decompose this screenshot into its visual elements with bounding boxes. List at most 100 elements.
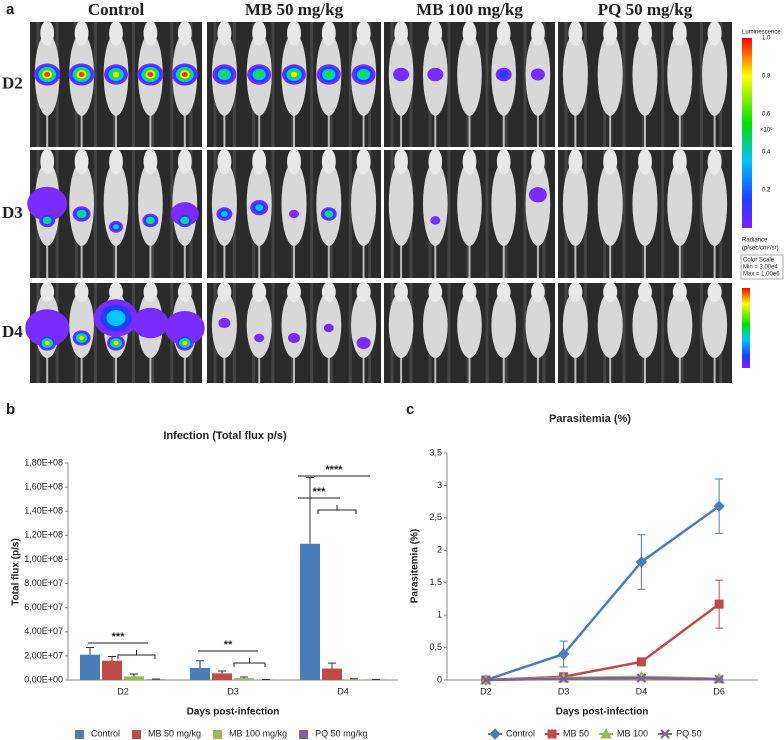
mouse-head bbox=[672, 148, 687, 175]
signal bbox=[132, 307, 169, 339]
mouse-head bbox=[74, 148, 89, 175]
mouse-head bbox=[672, 282, 687, 302]
signal bbox=[113, 224, 119, 230]
signal bbox=[112, 71, 120, 78]
mouse-head bbox=[428, 282, 443, 302]
mouse-body bbox=[388, 161, 414, 246]
y-tick-label: 1,80E+08 bbox=[24, 457, 63, 467]
signal bbox=[78, 71, 85, 78]
mouse-body bbox=[632, 292, 658, 358]
mouse-body bbox=[246, 292, 272, 358]
y-tick-label: 1 bbox=[437, 610, 442, 620]
error-bar bbox=[328, 662, 336, 669]
column-header: PQ 50 mg/kg bbox=[598, 0, 693, 19]
image-panel bbox=[207, 282, 381, 383]
image-panel bbox=[384, 20, 555, 147]
bar bbox=[190, 667, 210, 680]
scale-min: Min = 3.00e4 bbox=[743, 265, 779, 271]
mouse-head bbox=[462, 20, 477, 46]
mouse-body bbox=[702, 33, 728, 116]
column-header: MB 50 mg/kg bbox=[245, 0, 344, 19]
legend-label: PQ 50 mg/kg bbox=[315, 728, 368, 738]
mouse-body bbox=[138, 161, 163, 246]
mouse-body bbox=[702, 161, 728, 246]
error-bar bbox=[86, 646, 94, 655]
x-tick-label: D3 bbox=[558, 686, 570, 696]
mouse-head bbox=[321, 282, 336, 302]
y-tick-label: 8,00E+07 bbox=[24, 578, 63, 588]
mouse-body bbox=[457, 292, 482, 358]
image-panel bbox=[27, 148, 202, 278]
legend-label: MB 100 bbox=[617, 728, 648, 738]
sig-label: *** bbox=[313, 486, 327, 498]
image-panel bbox=[207, 20, 381, 147]
point bbox=[714, 674, 724, 685]
mouse-body bbox=[632, 33, 658, 116]
point bbox=[557, 648, 570, 660]
signal bbox=[498, 70, 509, 79]
image-panel bbox=[384, 282, 555, 383]
bar bbox=[212, 673, 232, 680]
legend-marker bbox=[547, 729, 557, 739]
signal bbox=[44, 218, 50, 223]
mouse-head bbox=[568, 20, 583, 46]
mouse-head bbox=[356, 282, 371, 302]
mouse-head bbox=[252, 20, 267, 46]
bar bbox=[300, 543, 320, 680]
error-bar bbox=[350, 678, 358, 680]
y-tick-label: 3 bbox=[437, 480, 442, 490]
row-label: D4 bbox=[2, 322, 23, 341]
image-panel bbox=[384, 148, 555, 278]
legend-label: MB 50 bbox=[563, 728, 589, 738]
mouse-body bbox=[667, 292, 693, 358]
signal bbox=[430, 216, 441, 225]
signal bbox=[288, 332, 300, 344]
mouse-body bbox=[351, 161, 377, 246]
x-tick-label: D6 bbox=[713, 686, 725, 696]
y-tick-label: 1,40E+08 bbox=[24, 506, 63, 516]
error-bar bbox=[240, 676, 248, 679]
mouse-head bbox=[531, 282, 545, 302]
error-bar bbox=[196, 660, 204, 668]
signal bbox=[220, 71, 229, 78]
mouse-head bbox=[603, 282, 618, 302]
mouse-body bbox=[69, 161, 94, 246]
signal bbox=[218, 317, 231, 329]
mouse-body bbox=[281, 161, 307, 246]
scale-caption: Color Scale bbox=[743, 258, 775, 264]
x-axis-label: Days post-infection bbox=[187, 707, 280, 718]
signal bbox=[44, 71, 51, 78]
row-label: D3 bbox=[2, 203, 23, 222]
mouse-head bbox=[143, 148, 158, 175]
mouse-head bbox=[109, 20, 123, 46]
y-tick-label: 3,5 bbox=[429, 447, 442, 457]
signal bbox=[324, 71, 333, 78]
scale-bar bbox=[742, 38, 752, 228]
x-axis-label: Days post-infection bbox=[556, 707, 649, 718]
bar bbox=[80, 654, 100, 680]
bar bbox=[102, 660, 122, 680]
mouse-head bbox=[462, 148, 477, 175]
mouse-body bbox=[422, 292, 448, 358]
mouse-head bbox=[496, 148, 511, 175]
chart-title: Parasitemia (%) bbox=[549, 413, 631, 425]
mouse-head bbox=[109, 282, 123, 302]
mouse-head bbox=[217, 20, 232, 46]
mouse-body bbox=[667, 161, 693, 246]
mouse-body bbox=[525, 292, 551, 358]
mouse-head bbox=[638, 282, 652, 302]
image-panel bbox=[25, 282, 205, 383]
signal bbox=[79, 335, 85, 341]
mouse-head bbox=[672, 20, 687, 46]
x-tick-label: D4 bbox=[636, 686, 648, 696]
mouse-head bbox=[74, 282, 89, 302]
column-header: Control bbox=[88, 0, 145, 19]
y-tick-label: 1,5 bbox=[429, 577, 442, 587]
mouse-head bbox=[428, 148, 443, 175]
legend-label: MB 50 mg/kg bbox=[148, 728, 201, 738]
sig-label: *** bbox=[112, 631, 126, 643]
y-tick-label: 1,00E+08 bbox=[24, 554, 63, 564]
signal bbox=[164, 311, 205, 345]
image-panel bbox=[207, 148, 381, 278]
y-tick-label: 0,00E+00 bbox=[24, 674, 63, 684]
